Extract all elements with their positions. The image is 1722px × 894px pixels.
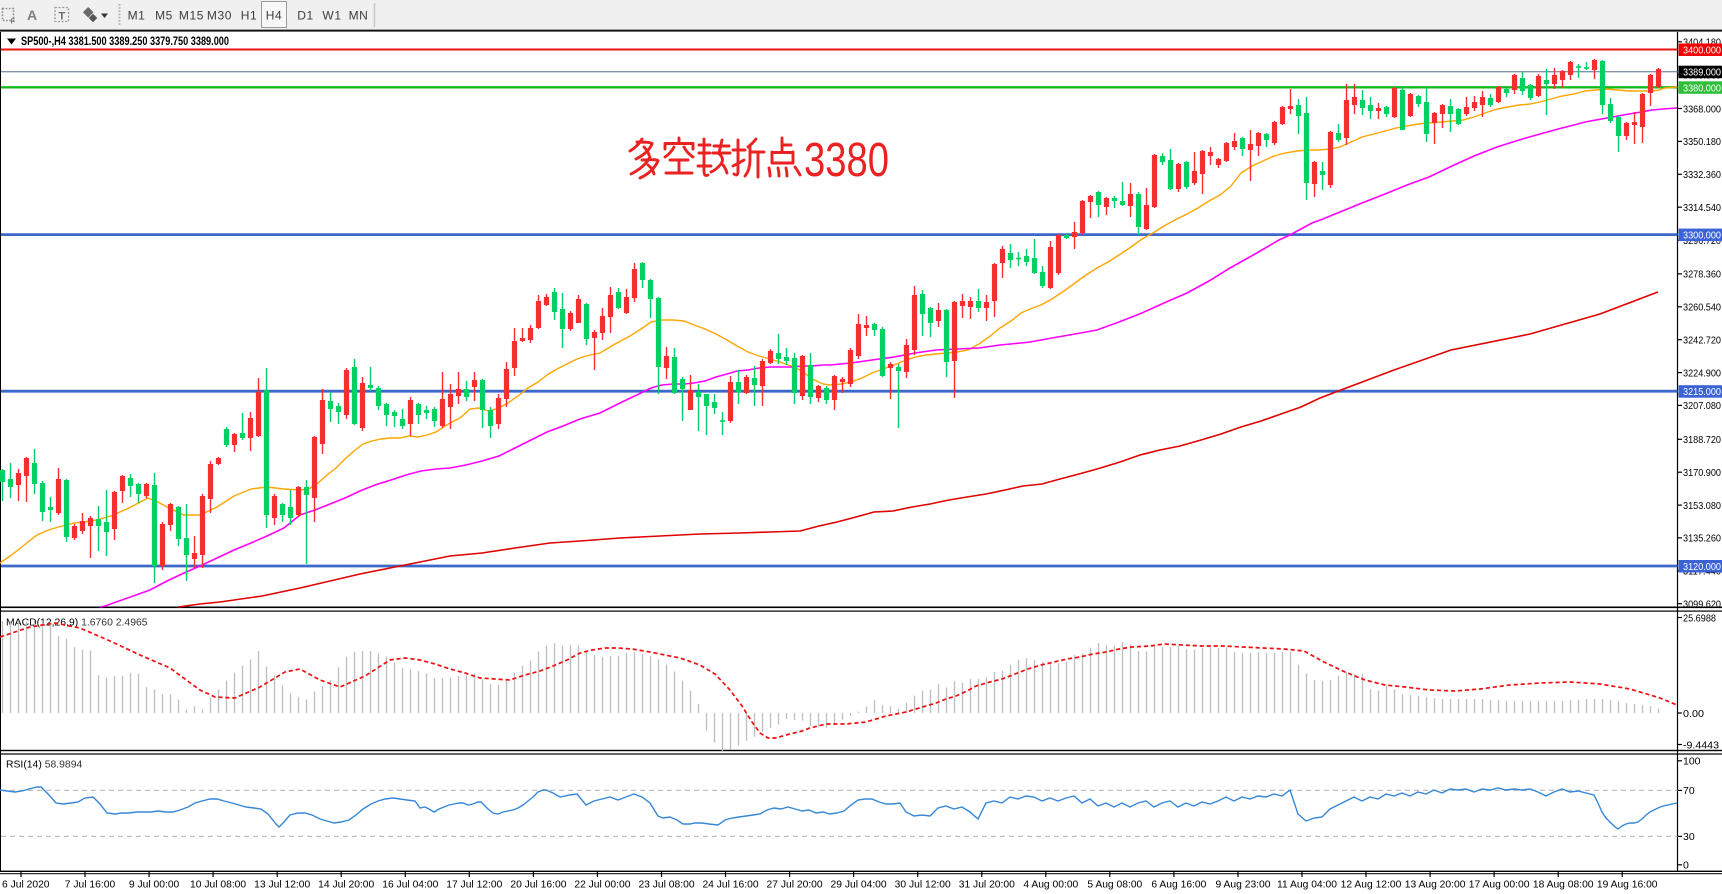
svg-text:3389.000: 3389.000	[1683, 67, 1721, 79]
svg-text:SP500-,H4 3381.500 3389.250 3: SP500-,H4 3381.500 3389.250 3379.750 338…	[21, 34, 229, 48]
svg-text:3380: 3380	[804, 134, 889, 187]
svg-text:3368.000: 3368.000	[1683, 103, 1721, 115]
svg-text:T: T	[59, 11, 66, 23]
svg-text:25.6988: 25.6988	[1683, 612, 1716, 624]
svg-text:3314.540: 3314.540	[1683, 202, 1721, 214]
svg-text:3380.000: 3380.000	[1683, 82, 1721, 94]
svg-text:3278.360: 3278.360	[1683, 269, 1721, 281]
svg-text:3099.620: 3099.620	[1683, 599, 1721, 611]
svg-text:3332.360: 3332.360	[1683, 169, 1721, 181]
svg-text:RSI(14) 58.9894: RSI(14) 58.9894	[6, 760, 82, 771]
svg-text:29 Jul 04:00: 29 Jul 04:00	[831, 880, 887, 891]
svg-text:3188.720: 3188.720	[1683, 434, 1721, 446]
svg-text:24 Jul 16:00: 24 Jul 16:00	[702, 880, 758, 891]
svg-text:7 Jul 16:00: 7 Jul 16:00	[65, 880, 116, 891]
svg-text:30 Jul 12:00: 30 Jul 12:00	[895, 880, 951, 891]
svg-text:10 Jul 08:00: 10 Jul 08:00	[190, 880, 246, 891]
svg-text:3135.260: 3135.260	[1683, 533, 1721, 545]
svg-text:3300.000: 3300.000	[1683, 230, 1721, 242]
svg-text:W1: W1	[322, 9, 341, 23]
svg-text:11 Aug 04:00: 11 Aug 04:00	[1277, 880, 1337, 891]
svg-text:MACD(12,26,9) 1.6760 2.4965: MACD(12,26,9) 1.6760 2.4965	[6, 618, 148, 629]
svg-text:3207.080: 3207.080	[1683, 400, 1721, 412]
svg-text:13 Jul 12:00: 13 Jul 12:00	[254, 880, 310, 891]
svg-text:6 Jul 2020: 6 Jul 2020	[2, 880, 50, 891]
svg-text:A: A	[27, 7, 37, 23]
svg-text:18 Aug 08:00: 18 Aug 08:00	[1533, 880, 1594, 891]
svg-text:3400.000: 3400.000	[1683, 45, 1721, 57]
svg-text:17 Aug 00:00: 17 Aug 00:00	[1469, 880, 1530, 891]
svg-text:MN: MN	[349, 9, 369, 23]
svg-text:70: 70	[1683, 785, 1695, 797]
svg-text:4 Aug 00:00: 4 Aug 00:00	[1023, 880, 1078, 891]
svg-text:3260.540: 3260.540	[1683, 302, 1721, 314]
svg-text:H1: H1	[241, 9, 258, 23]
svg-text:3170.900: 3170.900	[1683, 467, 1721, 479]
svg-text:M15: M15	[179, 9, 204, 23]
svg-text:30: 30	[1683, 831, 1695, 843]
svg-text:9 Jul 00:00: 9 Jul 00:00	[129, 880, 180, 891]
svg-text:17 Jul 12:00: 17 Jul 12:00	[446, 880, 502, 891]
svg-text:14 Jul 20:00: 14 Jul 20:00	[318, 880, 374, 891]
svg-text:H4: H4	[266, 9, 283, 23]
svg-text:12 Aug 12:00: 12 Aug 12:00	[1341, 880, 1402, 891]
svg-text:0: 0	[1683, 860, 1689, 872]
svg-text:M5: M5	[155, 9, 173, 23]
svg-text:20 Jul 16:00: 20 Jul 16:00	[510, 880, 566, 891]
svg-text:3153.080: 3153.080	[1683, 500, 1721, 512]
svg-text:-9.4443: -9.4443	[1683, 739, 1719, 751]
svg-text:31 Jul 20:00: 31 Jul 20:00	[959, 880, 1015, 891]
svg-text:3350.180: 3350.180	[1683, 136, 1721, 148]
svg-text:23 Jul 08:00: 23 Jul 08:00	[638, 880, 694, 891]
svg-text:M1: M1	[128, 9, 146, 23]
svg-text:100: 100	[1683, 756, 1701, 768]
svg-text:27 Jul 20:00: 27 Jul 20:00	[767, 880, 823, 891]
svg-text:19 Aug 16:00: 19 Aug 16:00	[1597, 880, 1658, 891]
svg-text:6 Aug 16:00: 6 Aug 16:00	[1151, 880, 1206, 891]
svg-text:22 Jul 00:00: 22 Jul 00:00	[574, 880, 630, 891]
svg-text:9 Aug 23:00: 9 Aug 23:00	[1216, 880, 1271, 891]
svg-text:3224.900: 3224.900	[1683, 367, 1721, 379]
svg-text:3242.720: 3242.720	[1683, 335, 1721, 347]
svg-text:3215.000: 3215.000	[1683, 386, 1721, 398]
svg-text:F: F	[11, 17, 16, 26]
svg-text:M30: M30	[207, 9, 232, 23]
svg-text:13 Aug 20:00: 13 Aug 20:00	[1405, 880, 1466, 891]
svg-text:16 Jul 04:00: 16 Jul 04:00	[382, 880, 438, 891]
svg-text:3120.000: 3120.000	[1683, 561, 1721, 573]
svg-text:5 Aug 08:00: 5 Aug 08:00	[1087, 880, 1142, 891]
svg-text:D1: D1	[297, 9, 314, 23]
svg-text:0.00: 0.00	[1683, 708, 1704, 720]
